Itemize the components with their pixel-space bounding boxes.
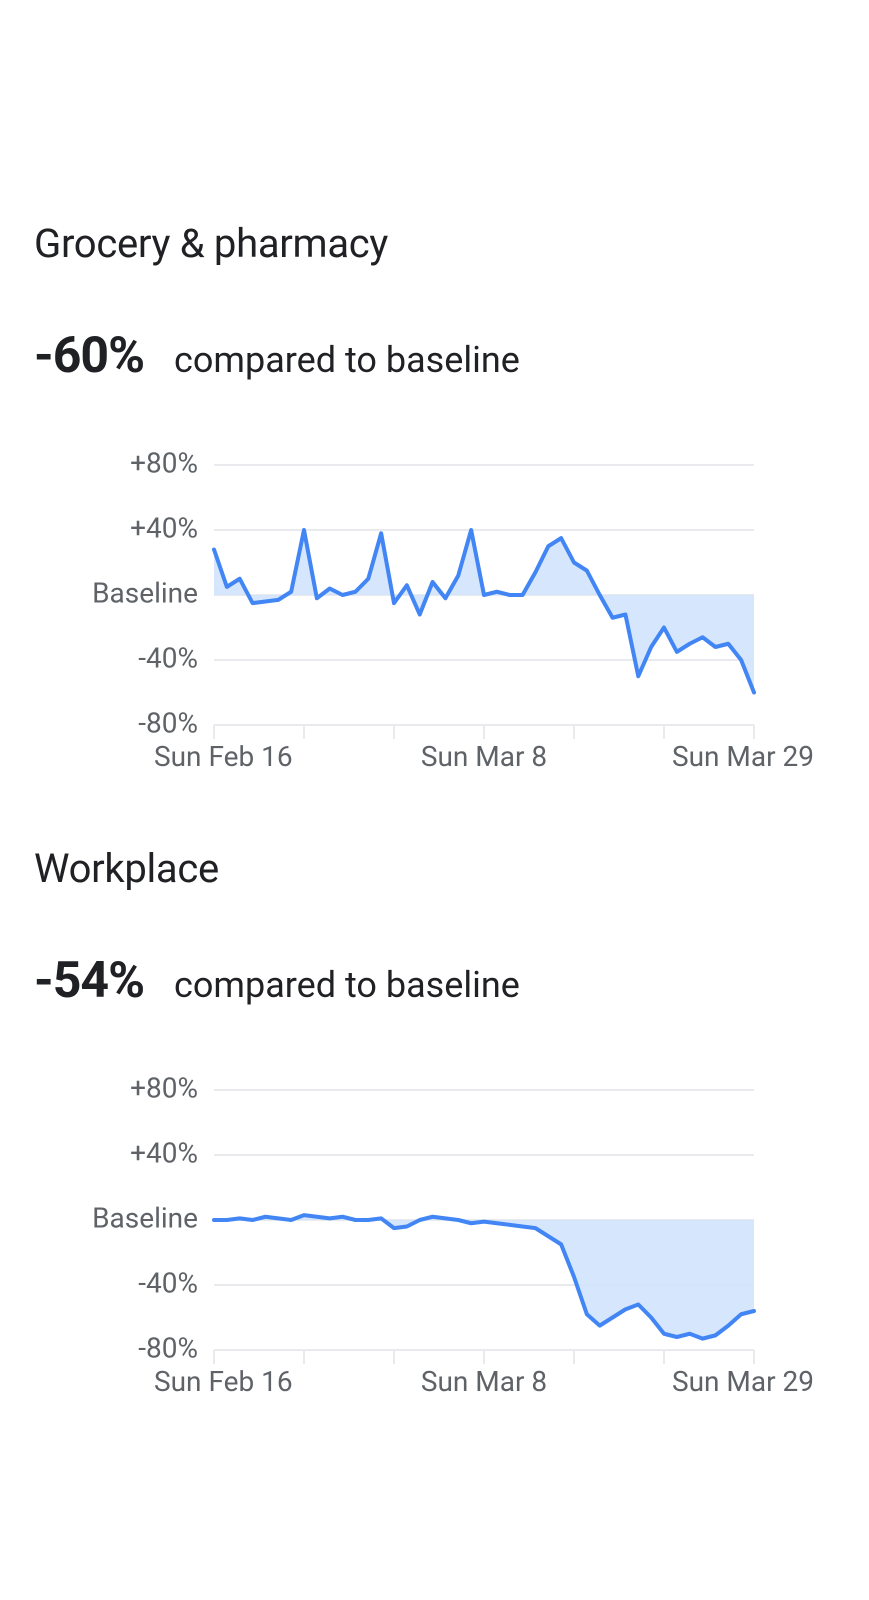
chart-grocery: +80% +40% Baseline -40% -80%Sun Feb 16 Sun Ma… [34,445,835,785]
svg-text:Sun Mar 8: Sun Mar 8 [421,740,547,773]
stat-pct-grocery: -60% [34,327,144,385]
svg-text:Baseline: Baseline [92,1201,198,1234]
svg-text:Sun Feb 16: Sun Feb 16 [154,1365,293,1398]
stat-pct-workplace: -54% [34,952,144,1010]
svg-text:-80%: -80% [138,1331,198,1364]
stat-row-grocery: -60% compared to baseline [34,327,835,385]
svg-text:Sun Mar 8: Sun Mar 8 [421,1365,547,1398]
chart-svg-workplace: +80% +40% Baseline -40% -80%Sun Feb 16 Sun Ma… [34,1070,834,1410]
svg-text:+80%: +80% [130,1071,198,1104]
svg-text:Sun Feb 16: Sun Feb 16 [154,740,293,773]
chart-workplace: +80% +40% Baseline -40% -80%Sun Feb 16 Sun Ma… [34,1070,835,1410]
chart-svg-grocery: +80% +40% Baseline -40% -80%Sun Feb 16 Sun Ma… [34,445,834,785]
stat-row-workplace: -54% compared to baseline [34,952,835,1010]
section-title-workplace: Workplace [34,845,835,892]
svg-text:-80%: -80% [138,706,198,739]
svg-text:+40%: +40% [130,511,198,544]
svg-text:Baseline: Baseline [92,576,198,609]
stat-label-workplace: compared to baseline [174,964,520,1006]
stat-label-grocery: compared to baseline [174,339,520,381]
svg-text:+80%: +80% [130,446,198,479]
page: Grocery & pharmacy -60% compared to base… [0,0,869,1410]
svg-text:-40%: -40% [138,641,198,674]
section-title-grocery: Grocery & pharmacy [34,220,835,267]
svg-text:-40%: -40% [138,1266,198,1299]
section-workplace: Workplace -54% compared to baseline +80%… [34,845,835,1410]
section-grocery: Grocery & pharmacy -60% compared to base… [34,220,835,785]
svg-text:+40%: +40% [130,1136,198,1169]
svg-text:Sun Mar 29: Sun Mar 29 [672,1365,814,1398]
svg-text:Sun Mar 29: Sun Mar 29 [672,740,814,773]
